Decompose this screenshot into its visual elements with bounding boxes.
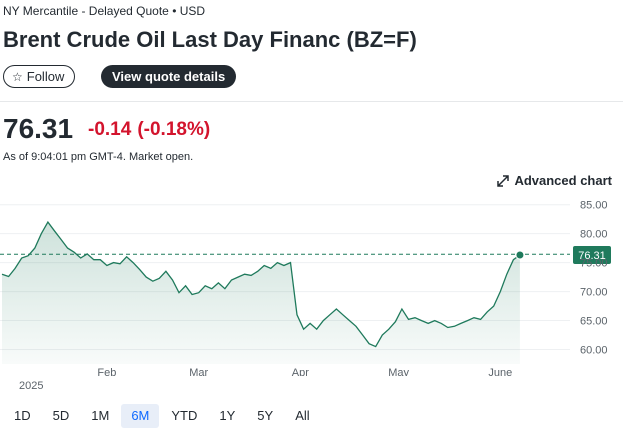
range-1d[interactable]: 1D: [14, 408, 31, 423]
range-selector: 1D 5D 1M 6M YTD 1Y 5Y All: [4, 404, 322, 428]
follow-button[interactable]: ☆ Follow: [3, 65, 76, 88]
advanced-chart-label: Advanced chart: [514, 173, 612, 188]
year-label: 2025: [19, 380, 44, 392]
last-price-badge: [573, 246, 611, 265]
range-5y[interactable]: 5Y: [257, 408, 274, 423]
x-tick-label: Mar: [189, 367, 208, 376]
x-tick-label: Apr: [292, 367, 309, 376]
y-tick-label: 75.00: [580, 258, 608, 270]
price-line: [1, 220, 521, 348]
header-divider: [0, 101, 623, 102]
change-percent: (-0.18%): [137, 119, 211, 140]
range-1y[interactable]: 1Y: [219, 408, 236, 423]
range-1m[interactable]: 1M: [91, 408, 110, 423]
price-area: [2, 222, 520, 364]
x-tick-label: June: [488, 367, 512, 376]
range-all[interactable]: All: [295, 408, 310, 423]
current-price: 76.31: [3, 113, 74, 144]
follow-button-label: Follow: [26, 69, 65, 84]
advanced-chart-button[interactable]: Advanced chart: [497, 173, 612, 188]
quote-timestamp: As of 9:04:01 pm GMT-4. Market open.: [3, 151, 194, 163]
expand-icon: [497, 174, 510, 187]
y-tick-label: 70.00: [580, 287, 608, 299]
last-price-dot: [515, 250, 525, 260]
last-price-text: 76.31: [578, 250, 606, 262]
change-value: -0.14: [88, 119, 132, 140]
y-tick-label: 65.00: [580, 316, 608, 328]
view-quote-details-button[interactable]: View quote details: [101, 65, 237, 88]
x-tick-label: Feb: [97, 367, 116, 376]
price-chart[interactable]: 76.31 85.00 80.00 75.00 70.00 65.00 60.00 Feb…: [0, 196, 623, 376]
y-tick-label: 80.00: [580, 229, 608, 241]
page-title: Brent Crude Oil Last Day Financ (BZ=F): [3, 27, 417, 52]
range-ytd[interactable]: YTD: [171, 408, 198, 423]
x-tick-label: May: [388, 367, 409, 376]
range-6m[interactable]: 6M: [121, 404, 160, 428]
price-change: -0.14 (-0.18%): [88, 119, 216, 141]
star-icon: ☆: [12, 69, 23, 84]
exchange-info: NY Mercantile - Delayed Quote • USD: [3, 4, 206, 18]
y-tick-label: 85.00: [580, 200, 608, 212]
y-tick-label: 60.00: [580, 345, 608, 357]
last-price-label: 76.31: [573, 246, 611, 265]
range-5d[interactable]: 5D: [52, 408, 70, 423]
